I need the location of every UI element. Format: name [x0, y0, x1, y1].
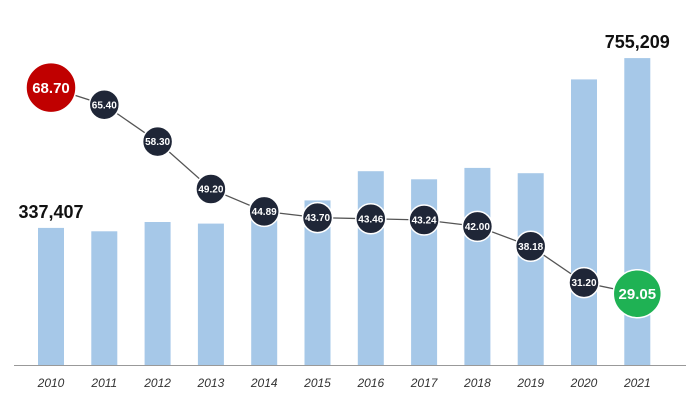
bar-2021 [624, 58, 651, 365]
line-point-label-2016: 43.46 [358, 214, 383, 225]
x-tick-label-2010: 2010 [37, 376, 65, 390]
x-tick-label-2016: 2016 [356, 376, 384, 390]
x-tick-label-2015: 2015 [303, 376, 331, 390]
line-point-label-2012: 58.30 [145, 137, 170, 148]
bar-2012 [144, 222, 171, 365]
x-tick-label-2012: 2012 [143, 376, 171, 390]
line-point-label-2018: 42.00 [465, 222, 490, 233]
x-tick-label-2013: 2013 [197, 376, 225, 390]
x-tick-label-2014: 2014 [250, 376, 278, 390]
bar-2011 [91, 231, 118, 365]
x-tick-labels: 2010 2011 2012 2013 2014 2015 2016 2017 2018 2019… [37, 376, 651, 390]
bar-2018 [464, 167, 491, 365]
bar-2014 [251, 204, 278, 365]
line-point-2016 [355, 203, 387, 235]
line-point-label-2010: 68.70 [32, 80, 70, 97]
line-point-label-2014: 44.89 [252, 207, 277, 218]
bar-series [38, 58, 651, 366]
bar-2013 [197, 223, 224, 365]
line-point-label-2020: 31.20 [571, 278, 596, 289]
bar-2019 [517, 173, 544, 365]
bar-2010 [38, 227, 64, 365]
line-point-2020 [568, 266, 600, 299]
x-tick-label-2021: 2021 [623, 376, 651, 390]
line-point-label-2011: 65.40 [92, 100, 117, 111]
line-point-max-2010 [25, 61, 77, 114]
line-point-2018 [461, 210, 494, 243]
line-points: 68.70 65.40 58.30 49.20 44.89 43.70 43.46 43.24… [25, 61, 663, 319]
line-point-label-2017: 43.24 [412, 216, 437, 227]
x-tick-label-2011: 2011 [90, 376, 117, 390]
bar-value-label-2021: 755,209 [605, 32, 670, 52]
x-tick-label-2020: 2020 [570, 376, 598, 390]
line-point-label-2021: 29.05 [619, 286, 657, 303]
trend-line [50, 86, 638, 295]
bar-2020 [571, 79, 597, 366]
line-point-min-2021 [612, 268, 663, 319]
line-point-2011 [88, 88, 121, 121]
x-tick-label-2018: 2018 [463, 376, 491, 390]
bar-2016 [357, 171, 384, 365]
bar-value-label-2010: 337,407 [18, 202, 83, 222]
line-point-label-2019: 38.18 [518, 242, 543, 253]
x-tick-label-2019: 2019 [516, 376, 544, 390]
line-point-2017 [408, 204, 440, 236]
line-point-label-2015: 43.70 [305, 213, 330, 224]
line-point-label-2013: 49.20 [198, 185, 223, 196]
bar-data-labels: 337,407 755,209 [18, 32, 669, 222]
x-tick-label-2017: 2017 [410, 376, 439, 390]
line-point-2014 [248, 195, 280, 228]
line-point-2013 [195, 173, 227, 205]
line-point-2019 [514, 230, 547, 263]
line-point-2015 [301, 201, 334, 234]
line-point-2012 [141, 125, 174, 158]
